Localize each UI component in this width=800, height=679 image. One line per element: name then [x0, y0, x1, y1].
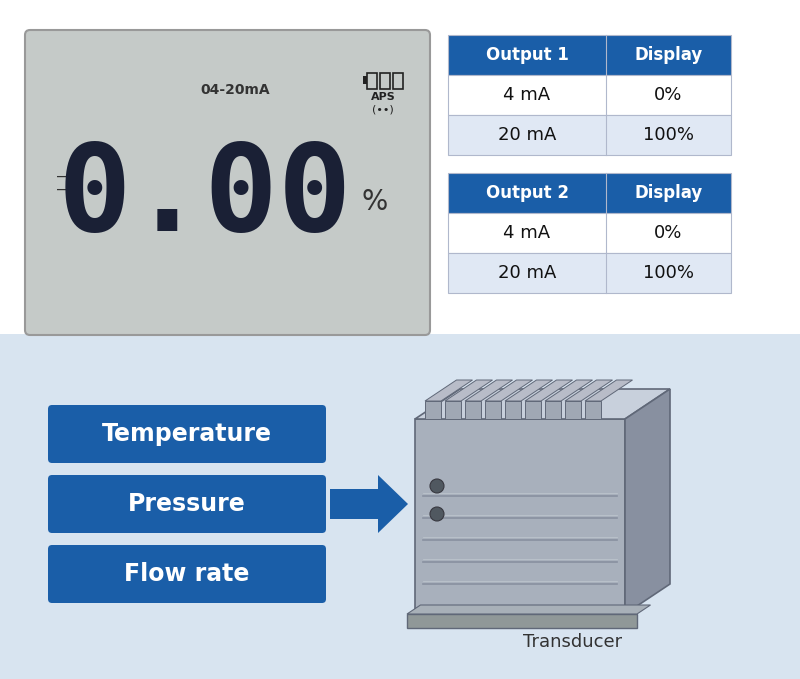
Text: 100%: 100%	[643, 264, 694, 282]
Polygon shape	[407, 605, 650, 614]
Bar	[448, 173, 731, 213]
Bar	[363, 76, 367, 84]
Bar	[367, 73, 377, 89]
Text: —
—: — —	[58, 168, 66, 196]
FancyBboxPatch shape	[48, 475, 326, 533]
Bar	[380, 73, 390, 89]
Bar	[407, 614, 637, 628]
Text: 4 mA: 4 mA	[503, 224, 550, 242]
Polygon shape	[565, 380, 613, 401]
Bar	[448, 213, 731, 253]
Text: Flow rate: Flow rate	[124, 562, 250, 586]
Polygon shape	[194, 314, 226, 334]
Text: 04-20mA: 04-20mA	[201, 83, 270, 97]
Text: APS: APS	[370, 92, 395, 102]
Text: Pressure: Pressure	[128, 492, 246, 516]
Text: Temperature: Temperature	[102, 422, 272, 446]
Polygon shape	[445, 380, 493, 401]
Bar	[505, 401, 521, 419]
Polygon shape	[525, 380, 573, 401]
Text: 4 mA: 4 mA	[503, 86, 550, 104]
Text: Output 2: Output 2	[486, 184, 569, 202]
Polygon shape	[585, 380, 633, 401]
Polygon shape	[425, 380, 473, 401]
FancyBboxPatch shape	[25, 30, 430, 335]
Text: Output 1: Output 1	[486, 46, 569, 64]
Bar	[425, 401, 441, 419]
Text: 100%: 100%	[643, 126, 694, 144]
Bar	[393, 73, 403, 89]
Polygon shape	[415, 389, 670, 419]
Text: Display: Display	[634, 184, 702, 202]
Polygon shape	[465, 380, 513, 401]
Bar	[448, 35, 731, 75]
Bar	[445, 401, 461, 419]
Bar	[565, 401, 581, 419]
Bar	[585, 401, 601, 419]
Text: (••): (••)	[372, 104, 394, 114]
Text: 0.00: 0.00	[58, 139, 352, 256]
Bar	[465, 401, 481, 419]
Polygon shape	[625, 389, 670, 614]
Bar	[485, 401, 501, 419]
FancyBboxPatch shape	[48, 545, 326, 603]
Text: 20 mA: 20 mA	[498, 264, 556, 282]
Bar	[545, 401, 561, 419]
Bar	[525, 401, 541, 419]
Text: 20 mA: 20 mA	[498, 126, 556, 144]
Polygon shape	[545, 380, 593, 401]
Text: Transducer: Transducer	[523, 633, 622, 651]
Circle shape	[430, 507, 444, 521]
Polygon shape	[485, 380, 533, 401]
Text: 0%: 0%	[654, 224, 682, 242]
Bar	[0, 334, 800, 679]
Polygon shape	[505, 380, 553, 401]
Circle shape	[430, 479, 444, 493]
Text: 0%: 0%	[654, 86, 682, 104]
Bar	[448, 253, 731, 293]
Text: %: %	[362, 188, 388, 216]
Text: Display: Display	[634, 46, 702, 64]
Bar	[448, 75, 731, 115]
Bar	[448, 115, 731, 155]
FancyBboxPatch shape	[48, 405, 326, 463]
Polygon shape	[415, 419, 625, 614]
FancyArrow shape	[330, 475, 408, 533]
